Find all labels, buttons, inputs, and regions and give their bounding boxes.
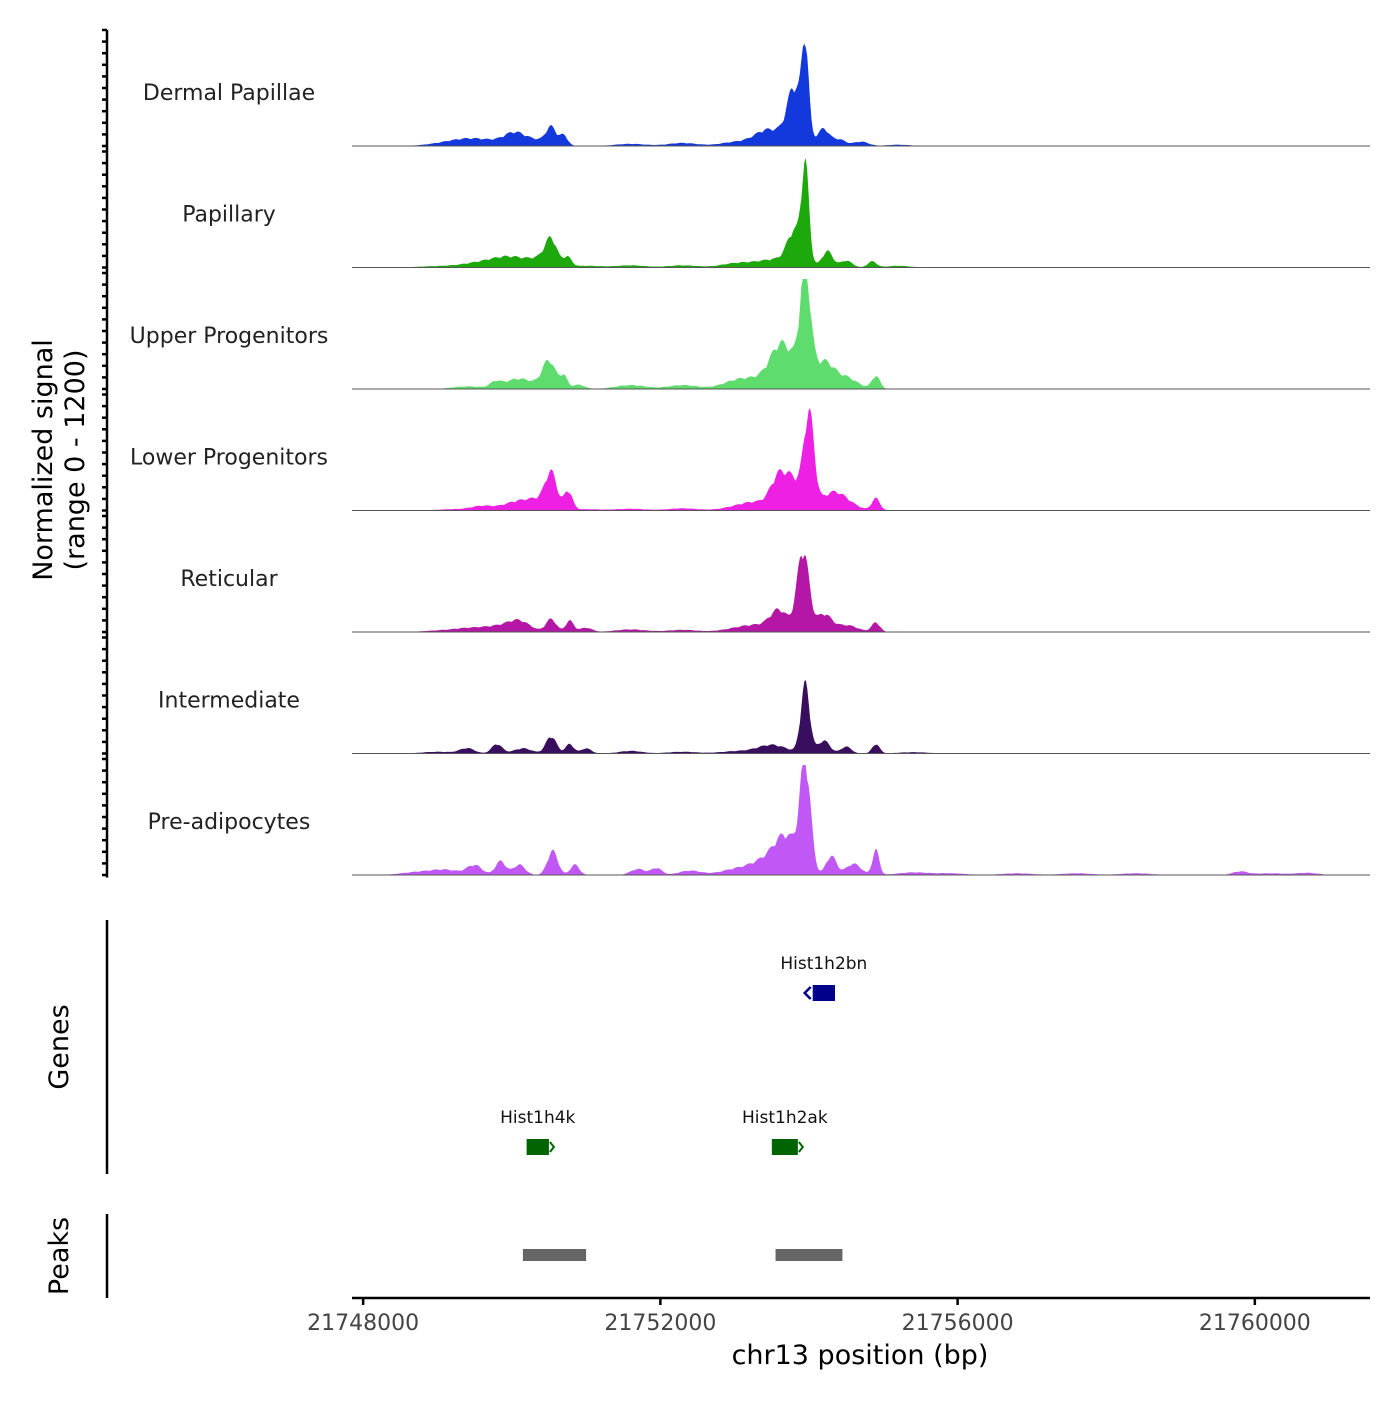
- x-tick-label: 21756000: [902, 1311, 1014, 1336]
- gene-body: [526, 1139, 549, 1155]
- strand-arrow-icon: [798, 1141, 805, 1153]
- gene-label: Hist1h2ak: [742, 1108, 828, 1128]
- track-label: Upper Progenitors: [130, 324, 329, 349]
- peaks-panel-label: Peaks: [44, 1217, 75, 1295]
- track-papillary: Papillary: [102, 150, 1370, 269]
- peak-regions: [522, 1249, 843, 1261]
- track-label: Reticular: [180, 567, 278, 592]
- x-tick-label: 21760000: [1199, 1311, 1311, 1336]
- peak-region-bar: [775, 1249, 843, 1261]
- track-pre-adipocytes: Pre-adipocytes: [102, 757, 1370, 877]
- signal-tracks: Dermal Papillae Papillary Upper Progenitor…: [102, 28, 1370, 878]
- gene-hist1h2ak: Hist1h2ak: [742, 1108, 828, 1155]
- gene-label: Hist1h4k: [500, 1108, 575, 1128]
- strand-arrow-icon: [802, 986, 812, 1000]
- track-label: Pre-adipocytes: [148, 810, 311, 835]
- track-intermediate: Intermediate: [102, 636, 1370, 755]
- x-tick-label: 21752000: [604, 1311, 716, 1336]
- y-axis-title-line-2: (range 0 - 1200): [60, 350, 91, 571]
- track-upper-progenitors: Upper Progenitors: [102, 271, 1370, 391]
- track-label: Lower Progenitors: [130, 446, 328, 471]
- strand-arrow-icon: [549, 1141, 556, 1153]
- track-area: [352, 680, 1370, 754]
- gene-hist1h4k: Hist1h4k: [500, 1108, 576, 1155]
- peak-region-bar: [522, 1249, 587, 1261]
- gene-body: [771, 1139, 798, 1155]
- track-area: [352, 43, 1370, 146]
- gene-hist1h2bn: Hist1h2bn: [780, 954, 867, 1001]
- track-label: Dermal Papillae: [143, 81, 315, 106]
- gene-body: [812, 985, 835, 1001]
- y-axis-title-line-1: Normalized signal: [28, 339, 59, 581]
- gene-annotations: Hist1h2bn Hist1h4k Hist1h2ak: [500, 954, 867, 1155]
- track-area: [352, 279, 1370, 389]
- track-reticular: Reticular: [102, 514, 1370, 634]
- track-area: [352, 157, 1370, 268]
- x-tick-label: 21748000: [307, 1311, 419, 1336]
- genes-panel-label: Genes: [44, 1004, 75, 1089]
- track-dermal-papillae: Dermal Papillae: [102, 28, 1370, 148]
- track-lower-progenitors: Lower Progenitors: [102, 393, 1370, 512]
- track-label: Intermediate: [158, 689, 300, 714]
- track-area: [352, 765, 1370, 875]
- track-area: [352, 555, 1370, 632]
- x-axis-ticks: 21748000 21752000 21756000 21760000: [307, 1298, 1311, 1336]
- track-area: [352, 408, 1370, 511]
- gene-label: Hist1h2bn: [780, 954, 867, 974]
- x-axis-title: chr13 position (bp): [732, 1340, 989, 1371]
- track-label: Papillary: [182, 203, 276, 228]
